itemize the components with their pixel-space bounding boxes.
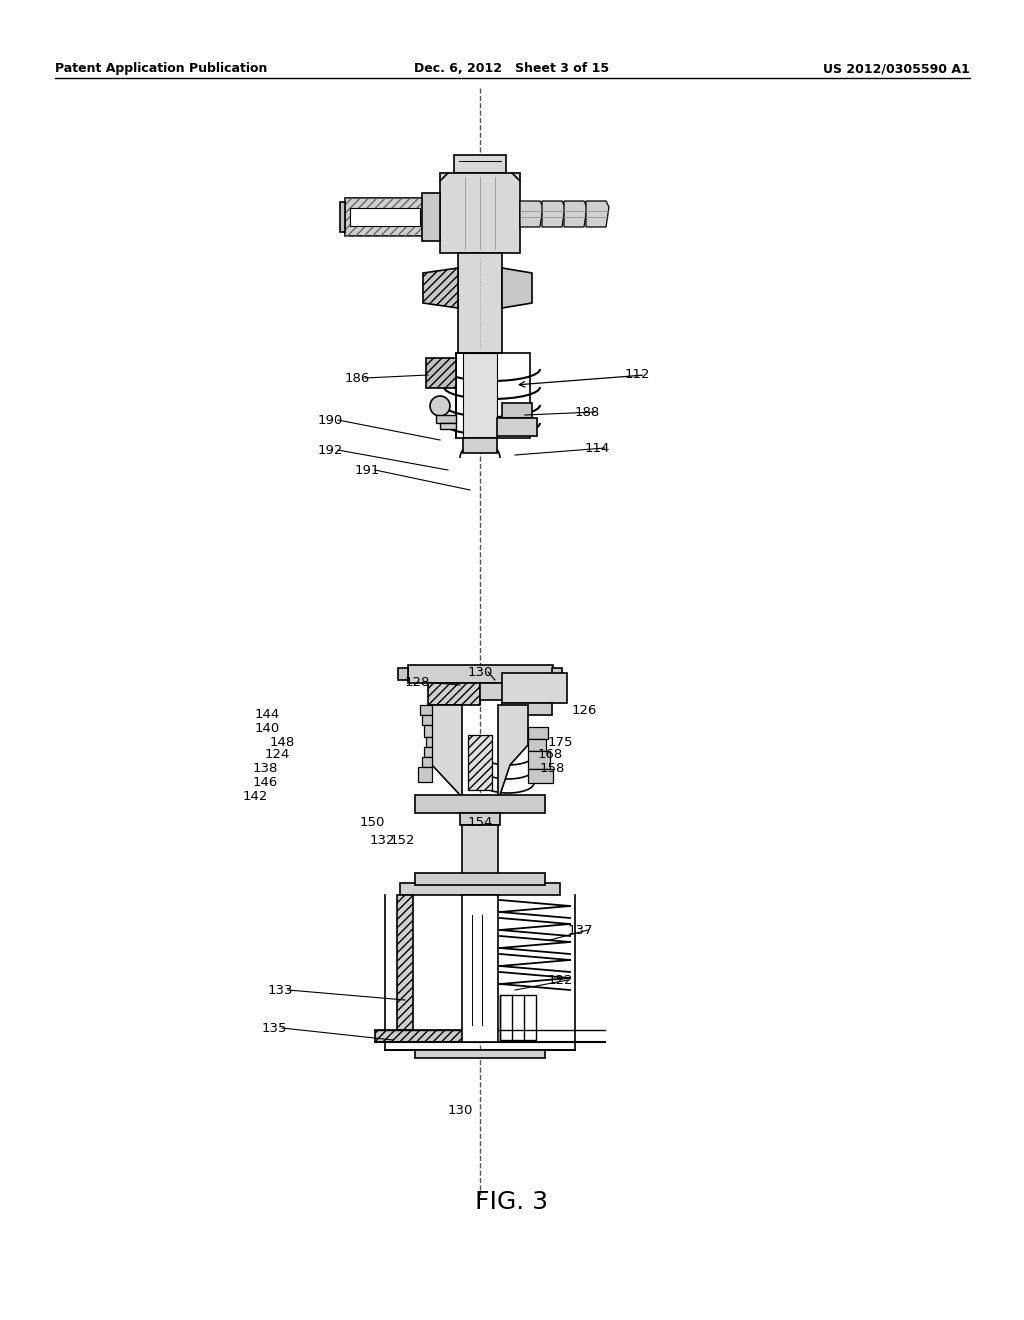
Bar <box>497 418 537 436</box>
Bar <box>528 739 546 751</box>
Bar <box>424 747 432 756</box>
Text: US 2012/0305590 A1: US 2012/0305590 A1 <box>823 62 970 75</box>
Bar <box>528 770 553 783</box>
Text: 130: 130 <box>468 665 494 678</box>
Text: 132: 132 <box>370 833 395 846</box>
Bar <box>428 682 480 705</box>
Bar <box>463 352 497 438</box>
Bar <box>350 209 420 226</box>
Text: 144: 144 <box>255 709 280 722</box>
Polygon shape <box>586 201 609 227</box>
Bar <box>440 173 520 253</box>
Polygon shape <box>520 201 543 227</box>
Bar <box>502 403 532 418</box>
Bar <box>422 193 440 242</box>
Text: 154: 154 <box>468 817 494 829</box>
Text: Patent Application Publication: Patent Application Publication <box>55 62 267 75</box>
Text: 190: 190 <box>318 413 343 426</box>
Bar <box>345 198 440 236</box>
Polygon shape <box>432 705 462 795</box>
Polygon shape <box>502 268 532 308</box>
Bar <box>454 154 506 173</box>
Text: 150: 150 <box>360 817 385 829</box>
Polygon shape <box>498 705 528 795</box>
Bar <box>462 825 498 895</box>
Text: 133: 133 <box>268 983 294 997</box>
Text: 114: 114 <box>585 441 610 454</box>
Bar <box>502 673 567 704</box>
Bar <box>463 438 497 453</box>
Text: 124: 124 <box>264 748 290 762</box>
Text: 122: 122 <box>548 974 573 986</box>
Polygon shape <box>542 201 565 227</box>
Bar <box>422 715 432 725</box>
Bar <box>480 682 510 700</box>
Bar <box>456 352 530 438</box>
Text: 126: 126 <box>572 704 597 717</box>
Bar <box>462 895 498 1041</box>
Bar <box>468 735 492 789</box>
Text: 186: 186 <box>345 371 371 384</box>
Text: 148: 148 <box>269 735 295 748</box>
Bar <box>552 668 562 680</box>
Text: 135: 135 <box>262 1022 288 1035</box>
Bar <box>502 704 552 715</box>
Bar <box>424 725 432 737</box>
Polygon shape <box>423 268 458 308</box>
Text: 168: 168 <box>538 748 563 762</box>
Bar <box>397 895 413 1030</box>
Bar <box>426 737 432 747</box>
Text: 130: 130 <box>449 1104 473 1117</box>
Bar <box>398 668 408 680</box>
Bar <box>528 727 548 739</box>
Bar <box>500 995 536 1040</box>
Text: 188: 188 <box>575 405 600 418</box>
Bar <box>458 253 502 352</box>
Bar <box>436 414 456 422</box>
Text: 192: 192 <box>318 444 343 457</box>
Text: 142: 142 <box>243 789 268 803</box>
Bar <box>418 767 432 781</box>
Text: FIG. 3: FIG. 3 <box>475 1191 549 1214</box>
Bar <box>340 202 345 232</box>
Bar <box>426 358 456 388</box>
Bar <box>460 813 500 825</box>
Text: 191: 191 <box>355 463 380 477</box>
Text: Dec. 6, 2012   Sheet 3 of 15: Dec. 6, 2012 Sheet 3 of 15 <box>415 62 609 75</box>
Text: 140: 140 <box>255 722 280 734</box>
Bar <box>440 422 456 429</box>
Text: 128: 128 <box>406 676 430 689</box>
Bar <box>528 751 550 770</box>
Polygon shape <box>564 201 587 227</box>
Bar <box>415 873 545 884</box>
Bar <box>415 795 545 813</box>
Text: 137: 137 <box>568 924 594 936</box>
Bar <box>408 665 553 682</box>
Bar <box>422 756 432 767</box>
Bar <box>375 1030 490 1041</box>
Text: 175: 175 <box>548 735 573 748</box>
Bar <box>345 198 440 236</box>
Circle shape <box>430 396 450 416</box>
Text: 138: 138 <box>253 763 278 776</box>
Bar <box>415 1049 545 1059</box>
Bar <box>420 705 432 715</box>
Text: 152: 152 <box>390 833 416 846</box>
Text: 112: 112 <box>625 368 650 381</box>
Text: 146: 146 <box>253 776 278 788</box>
Bar <box>400 883 560 895</box>
Text: 158: 158 <box>540 763 565 776</box>
